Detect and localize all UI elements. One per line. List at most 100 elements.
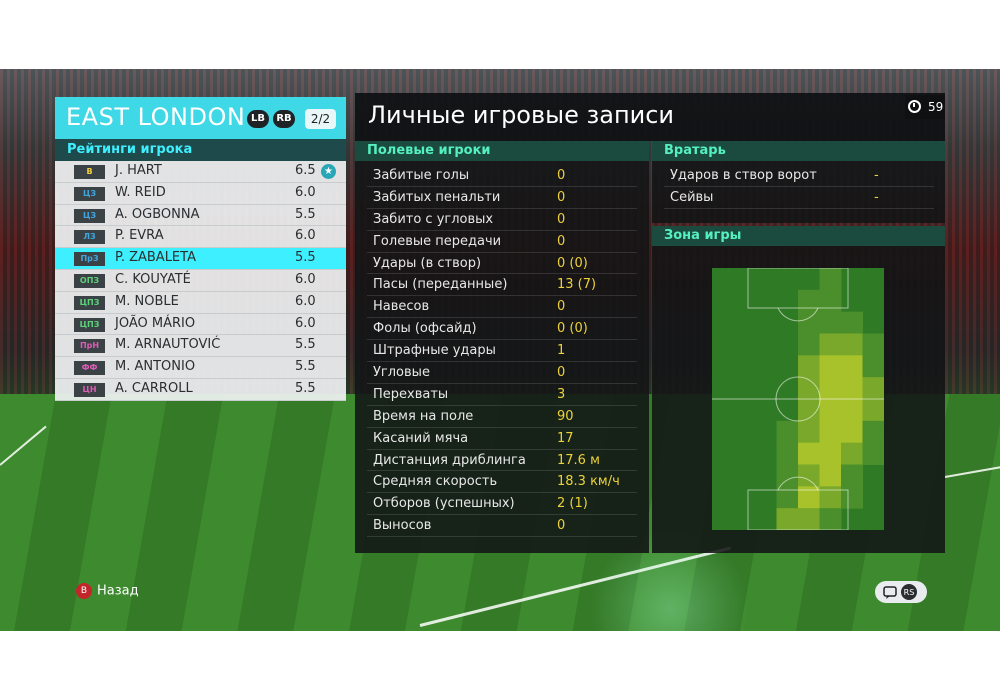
player-rating: 5.5 bbox=[295, 337, 316, 353]
stat-row: Выносов 0 bbox=[367, 515, 637, 538]
position-badge: ПрЗ bbox=[74, 252, 105, 267]
heatmap-cell bbox=[798, 289, 820, 313]
stat-label: Ударов в створ ворот bbox=[670, 168, 817, 183]
page-title: Личные игровые записи bbox=[368, 101, 675, 129]
heatmap-cell bbox=[798, 508, 820, 530]
player-rating: 6.5 bbox=[295, 163, 316, 178]
stat-row: Фолы (офсайд) 0 (0) bbox=[367, 318, 637, 341]
position-badge: ОПЗ bbox=[74, 273, 105, 288]
player-name: M. ARNAUTOVIĆ bbox=[115, 337, 221, 353]
goalkeeper-panel: Вратарь Ударов в створ ворот - Сейвы - bbox=[652, 141, 945, 223]
player-name: P. ZABALETA bbox=[115, 250, 196, 266]
stat-value: 90 bbox=[557, 408, 574, 424]
heatmap-cell bbox=[819, 508, 842, 530]
field-players-header: Полевые игроки bbox=[355, 141, 649, 161]
heatmap-cell bbox=[798, 377, 820, 400]
heatmap-cell bbox=[819, 442, 842, 465]
position-badge: ЦПЗ bbox=[74, 317, 105, 332]
player-name: J. HART bbox=[115, 163, 162, 178]
chat-button[interactable]: RS bbox=[875, 581, 927, 603]
stat-row: Сейвы - bbox=[664, 187, 934, 209]
player-row[interactable]: ФФ M. ANTONIO 5.5 bbox=[55, 357, 346, 379]
heatmap-cell bbox=[776, 442, 799, 465]
player-row[interactable]: В J. HART 6.5 ★ bbox=[55, 161, 346, 183]
stat-value: 0 bbox=[557, 233, 566, 249]
player-ratings-header: Рейтинги игрока bbox=[55, 139, 346, 161]
heatmap-cell bbox=[819, 311, 842, 334]
player-name: M. NOBLE bbox=[115, 293, 179, 309]
heatmap-cell bbox=[862, 399, 884, 422]
player-row[interactable]: ЦЗ A. OGBONNA 5.5 bbox=[55, 205, 346, 227]
position-badge: В bbox=[74, 165, 105, 179]
heatmap-cell bbox=[819, 377, 842, 400]
heatmap-cell bbox=[841, 442, 863, 465]
stat-label: Угловые bbox=[373, 365, 430, 381]
stat-value: 3 bbox=[557, 386, 566, 402]
heatmap-cell bbox=[798, 333, 820, 356]
stat-value: 0 bbox=[557, 211, 566, 227]
heatmap-cells bbox=[776, 268, 884, 530]
stat-value: 17.6 м bbox=[557, 452, 600, 468]
heatmap-cell bbox=[862, 442, 884, 465]
top-penalty-box bbox=[747, 268, 849, 309]
heatmap-cell bbox=[841, 333, 863, 356]
stat-value: 18.3 км/ч bbox=[557, 474, 620, 490]
player-row[interactable]: ЦН A. CARROLL 5.5 bbox=[55, 379, 346, 401]
stat-label: Удары (в створ) bbox=[373, 255, 482, 271]
heatmap-cell bbox=[841, 355, 863, 378]
goalkeeper-header: Вратарь bbox=[652, 141, 945, 161]
play-zone-header: Зона игры bbox=[652, 226, 945, 246]
player-row[interactable]: ПрН M. ARNAUTOVIĆ 5.5 bbox=[55, 335, 346, 358]
heatmap-cell bbox=[776, 420, 799, 444]
stat-label: Забито с угловых bbox=[373, 211, 494, 227]
stat-label: Забитых пенальти bbox=[373, 189, 501, 205]
goalkeeper-stats-list: Ударов в створ ворот - Сейвы - bbox=[652, 161, 945, 209]
player-row[interactable]: ОПЗ C. KOUYATÉ 6.0 bbox=[55, 270, 346, 292]
heatmap-cell bbox=[798, 442, 820, 465]
heatmap-cell bbox=[862, 377, 884, 400]
player-rating: 6.0 bbox=[295, 184, 316, 200]
heatmap-cell bbox=[841, 311, 863, 334]
player-row[interactable]: ПрЗ P. ZABALETA 5.5 bbox=[55, 248, 346, 270]
heatmap-cell bbox=[841, 420, 863, 444]
stat-label: Касаний мяча bbox=[373, 430, 469, 446]
stat-value: 0 bbox=[557, 299, 566, 315]
stat-value: 17 bbox=[557, 430, 574, 446]
rb-button-hint[interactable]: RB bbox=[273, 110, 295, 128]
stat-row: Время на поле 90 bbox=[367, 406, 637, 428]
heatmap-cell bbox=[819, 420, 842, 444]
heatmap-cell bbox=[776, 508, 799, 530]
position-badge: ЦПЗ bbox=[74, 295, 105, 310]
position-badge: ЦЗ bbox=[74, 186, 105, 201]
stat-row: Отборов (успешных) 2 (1) bbox=[367, 493, 637, 516]
heatmap-cell bbox=[798, 464, 820, 487]
heatmap-cell bbox=[819, 268, 842, 291]
stat-label: Время на поле bbox=[373, 408, 474, 424]
player-row[interactable]: ЦПЗ JOÃO MÁRIO 6.0 bbox=[55, 314, 346, 336]
stat-row: Забитых пенальти 0 bbox=[367, 187, 637, 209]
player-ratings-panel: Рейтинги игрока В J. HART 6.5 ★ ЦЗ W. REID 6.0… bbox=[55, 139, 346, 401]
heatmap-cell bbox=[819, 333, 842, 356]
heatmap-lines bbox=[712, 268, 884, 530]
bottom-penalty-arc bbox=[777, 476, 819, 491]
lb-button-hint[interactable]: LB bbox=[247, 110, 269, 128]
title-bar: Личные игровые записи bbox=[355, 93, 945, 141]
player-name: C. KOUYATÉ bbox=[115, 271, 191, 287]
top-penalty-arc bbox=[777, 307, 819, 322]
player-row[interactable]: ЦПЗ M. NOBLE 6.0 bbox=[55, 292, 346, 314]
heatmap-cell bbox=[798, 311, 820, 334]
player-row[interactable]: ЦЗ W. REID 6.0 bbox=[55, 183, 346, 205]
player-row[interactable]: ЛЗ P. EVRA 6.0 bbox=[55, 226, 346, 249]
stat-label: Дистанция дриблинга bbox=[373, 452, 526, 468]
player-list: В J. HART 6.5 ★ ЦЗ W. REID 6.0 ЦЗ A. OGBONNA 5.5 Л… bbox=[55, 161, 346, 401]
team-header: EAST LONDON LB RB 2/2 bbox=[55, 97, 346, 139]
chat-icon: RS bbox=[883, 584, 917, 600]
heatmap-cell bbox=[862, 420, 884, 444]
stat-value: 2 (1) bbox=[557, 496, 588, 512]
stat-value: - bbox=[874, 168, 879, 183]
heatmap-cell bbox=[798, 486, 820, 509]
bottom-penalty-box bbox=[747, 489, 849, 530]
stat-label: Средняя скорость bbox=[373, 474, 498, 490]
back-button[interactable]: B Назад bbox=[76, 583, 139, 599]
